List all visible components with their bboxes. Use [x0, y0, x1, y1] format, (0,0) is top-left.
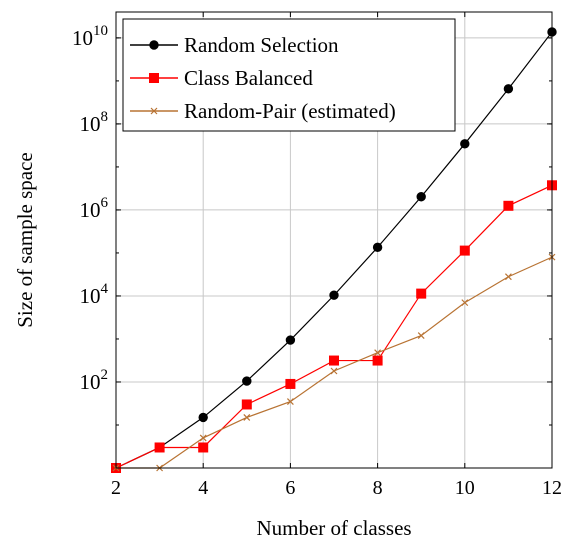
axis-ticks [115, 12, 553, 469]
x-tick-label: 12 [542, 477, 562, 499]
data-point [285, 378, 296, 389]
legend-item: Random Selection [130, 33, 339, 57]
data-point [154, 442, 165, 453]
x-tick-label: 6 [285, 477, 295, 499]
x-tick-label: 10 [455, 477, 475, 499]
data-point [330, 367, 338, 375]
data-point [241, 399, 252, 410]
data-point [198, 412, 208, 423]
data-point [242, 376, 252, 386]
data-point [461, 299, 469, 307]
data-point [503, 84, 514, 94]
data-point [374, 349, 382, 357]
y-tick-label: 104 [80, 281, 109, 308]
data-point [286, 398, 294, 406]
data-point [198, 442, 209, 453]
legend-label: Random Selection [184, 33, 339, 57]
series-layer [111, 27, 557, 473]
series-line [115, 184, 553, 469]
data-point [372, 242, 383, 253]
data-point [416, 192, 426, 202]
x-axis-label: Number of classes [256, 516, 411, 540]
data-point [329, 355, 339, 366]
data-point [417, 332, 425, 339]
x-tick-label: 2 [111, 477, 121, 499]
data-point [329, 290, 339, 300]
data-point [460, 139, 470, 149]
x-tick-labels: 2 4 6 8 10 12 [111, 477, 562, 499]
y-axis-label: Size of sample space [13, 152, 37, 328]
plot-frame [115, 11, 553, 469]
legend-marker [149, 73, 159, 83]
series-random-pair-estimated [112, 253, 556, 472]
x-tick-label: 4 [198, 477, 208, 499]
data-point [243, 413, 251, 421]
data-point [503, 200, 514, 211]
legend-box [122, 18, 456, 132]
legend-label: Random-Pair (estimated) [184, 99, 396, 123]
legend-label: Class Balanced [184, 66, 313, 90]
y-tick-label: 1010 [72, 23, 108, 50]
data-point [504, 273, 512, 281]
x-tick-label: 8 [373, 477, 383, 499]
legend-marker [150, 107, 158, 115]
data-point [285, 335, 296, 345]
data-point [372, 355, 383, 366]
y-tick-label: 102 [80, 367, 109, 394]
y-tick-labels: 102 104 106 108 1010 [72, 23, 109, 394]
y-tick-label: 108 [80, 109, 109, 136]
legend-marker [149, 40, 159, 50]
legend-item: Class Balanced [130, 66, 313, 90]
y-tick-label: 106 [80, 195, 109, 222]
data-point [416, 288, 427, 299]
legend-item: Random-Pair (estimated) [130, 99, 396, 123]
legend: Random Selection Class Balanced Random-Pai… [122, 18, 456, 132]
data-point [459, 245, 470, 256]
data-point [199, 434, 207, 442]
series-class-balanced [111, 180, 557, 473]
